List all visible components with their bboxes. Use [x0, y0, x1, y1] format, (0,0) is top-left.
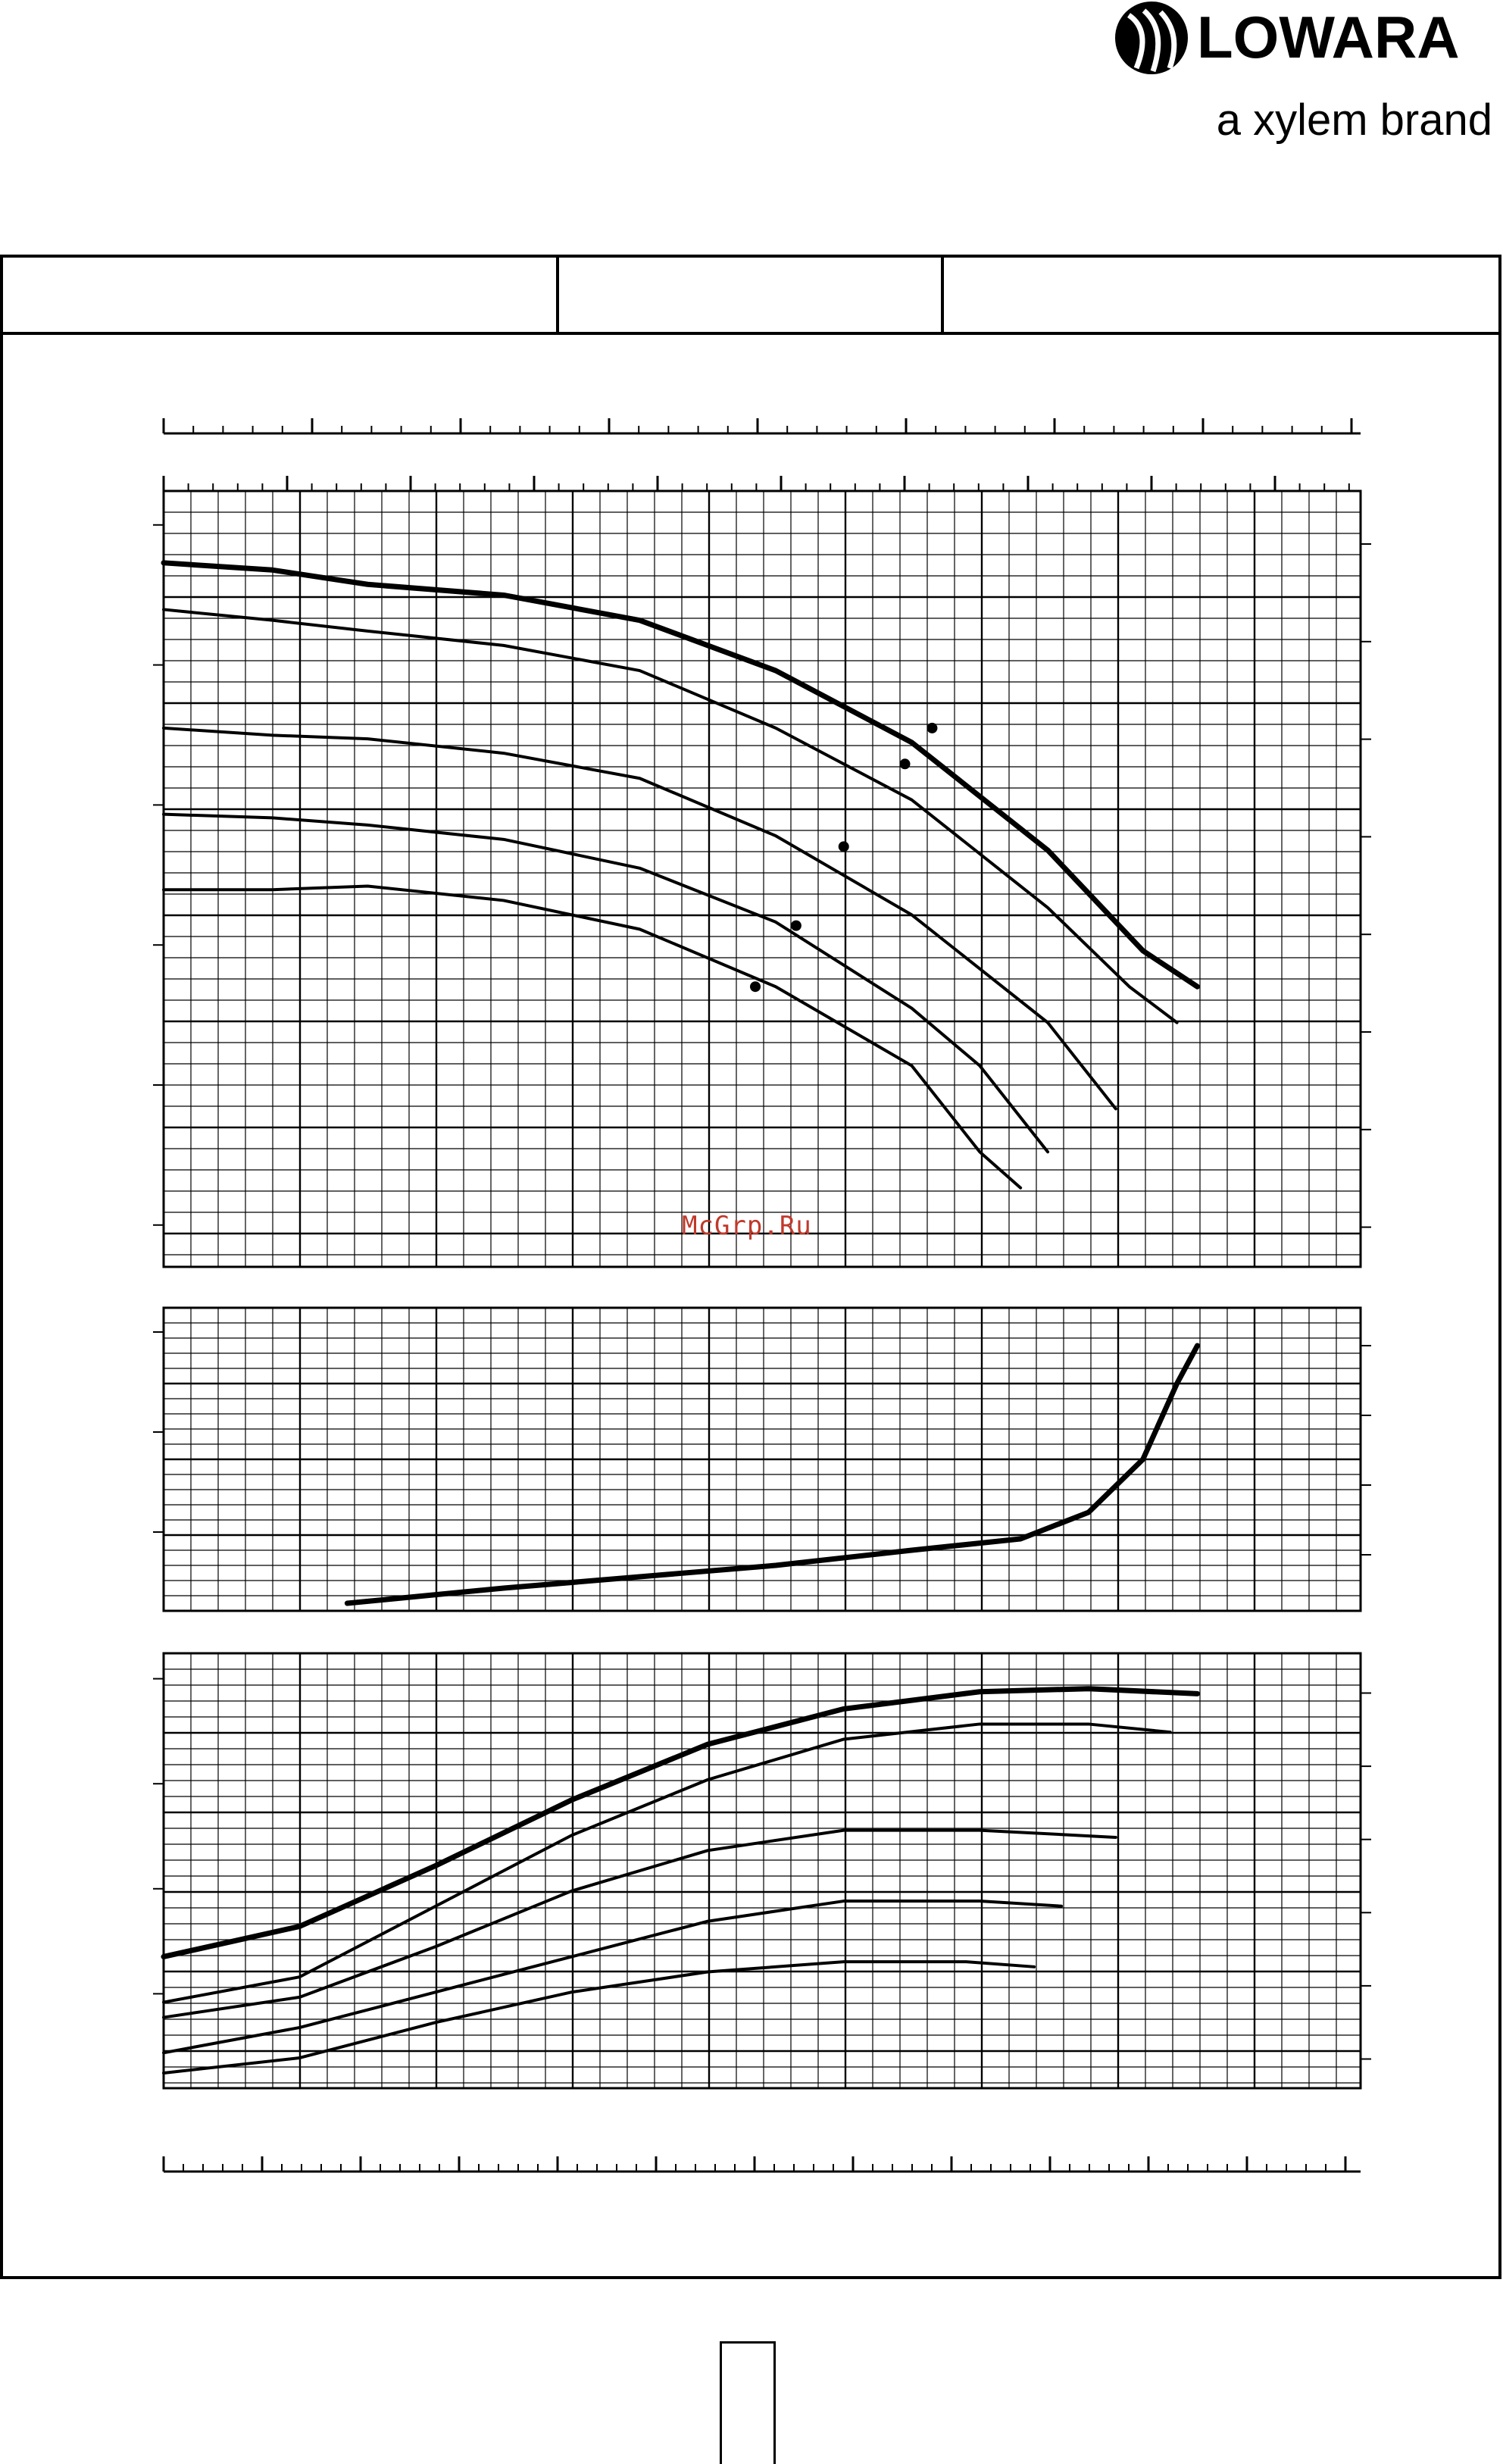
npsh-panel — [153, 1306, 1371, 1612]
head-duty-point-3 — [790, 920, 801, 931]
npsh-curve-0 — [344, 1343, 1201, 1606]
lowara-logo: LOWARA a xylem brand — [1115, 2, 1492, 145]
brand-name: LOWARA — [1197, 4, 1460, 70]
power-curve-3 — [162, 1900, 1063, 2055]
plot-border — [162, 489, 1362, 1268]
head-duty-point-1 — [899, 758, 911, 770]
sheet-frame — [0, 255, 1501, 2279]
plot-border — [162, 1652, 1362, 2090]
head-curve-3 — [162, 812, 1050, 1154]
head-curve-1 — [162, 608, 1179, 1024]
top-flow-scale — [162, 418, 1361, 492]
power-curve-2 — [162, 1828, 1117, 2019]
bottom-flow-scale — [162, 2156, 1361, 2173]
brand-tagline: a xylem brand — [1217, 95, 1492, 145]
page-number-box — [720, 2341, 776, 2464]
head-curve-4 — [162, 884, 1023, 1190]
drop-icon — [1115, 2, 1188, 74]
power-curve-0 — [161, 1686, 1201, 1959]
head-duty-point-0 — [926, 722, 938, 733]
head-curve-0 — [161, 560, 1201, 990]
watermark-text: McGrp.Ru — [682, 1211, 812, 1241]
power-curve-1 — [162, 1722, 1172, 2004]
head-duty-point-4 — [750, 981, 761, 993]
head-curve-2 — [162, 726, 1117, 1111]
head-duty-point-2 — [838, 841, 849, 852]
plot-border — [162, 1306, 1362, 1612]
power-panel — [153, 1652, 1371, 2090]
power-curve-4 — [162, 1960, 1036, 2075]
head-panel — [153, 489, 1371, 1268]
